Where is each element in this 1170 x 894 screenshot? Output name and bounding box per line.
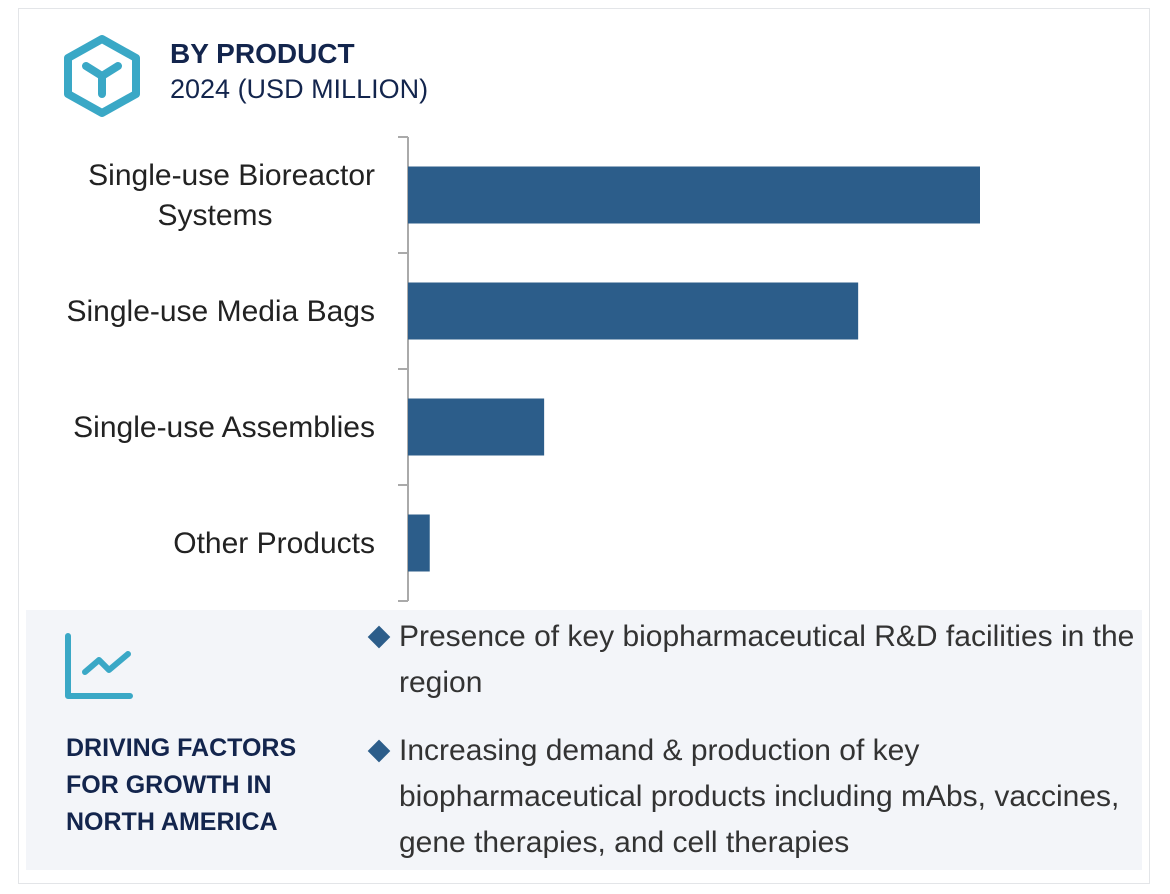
driving-factors-title: DRIVING FACTORS FOR GROWTH IN NORTH AMER… [66, 730, 326, 841]
category-label: Single-use Bioreactor Systems [88, 159, 375, 232]
bar [408, 514, 430, 572]
category-label: Single-use Assemblies [73, 411, 375, 444]
category-label-line: Single-use Media Bags [66, 295, 375, 328]
bar [408, 166, 980, 224]
driving-factors-title-line: DRIVING FACTORS [66, 734, 297, 762]
bar [408, 282, 859, 340]
cube-icon [64, 35, 140, 117]
category-label-line: Systems [157, 199, 272, 232]
chart-frame [18, 8, 1150, 884]
line-chart-icon [65, 633, 133, 699]
bar-chart: Single-use Bioreactor Systems Single-use M… [66, 136, 980, 602]
chart-subtitle: 2024 (USD MILLION) [170, 74, 429, 104]
driving-factors-list: Presence of key biopharmaceutical R&D fa… [367, 614, 1148, 888]
bar [408, 398, 545, 456]
driver-text: Increasing demand & production of key bi… [399, 734, 1120, 859]
driver-text: Presence of key biopharmaceutical R&D fa… [399, 620, 1135, 699]
category-label-line: Single-use Assemblies [73, 411, 375, 444]
category-label: Single-use Media Bags [66, 295, 375, 328]
diamond-bullet-icon [367, 625, 391, 649]
category-label: Other Products [173, 527, 375, 560]
list-item: Increasing demand & production of key bi… [367, 728, 1148, 866]
driving-factors-panel [26, 610, 1142, 870]
driving-factors-title-line: FOR GROWTH IN [66, 771, 272, 799]
category-label-line: Single-use Bioreactor [88, 159, 375, 192]
chart-title: BY PRODUCT [170, 38, 355, 69]
driving-factors-title-line: NORTH AMERICA [66, 808, 278, 836]
category-label-line: Other Products [173, 527, 375, 560]
list-item: Presence of key biopharmaceutical R&D fa… [367, 614, 1148, 706]
diamond-bullet-icon [367, 739, 391, 763]
